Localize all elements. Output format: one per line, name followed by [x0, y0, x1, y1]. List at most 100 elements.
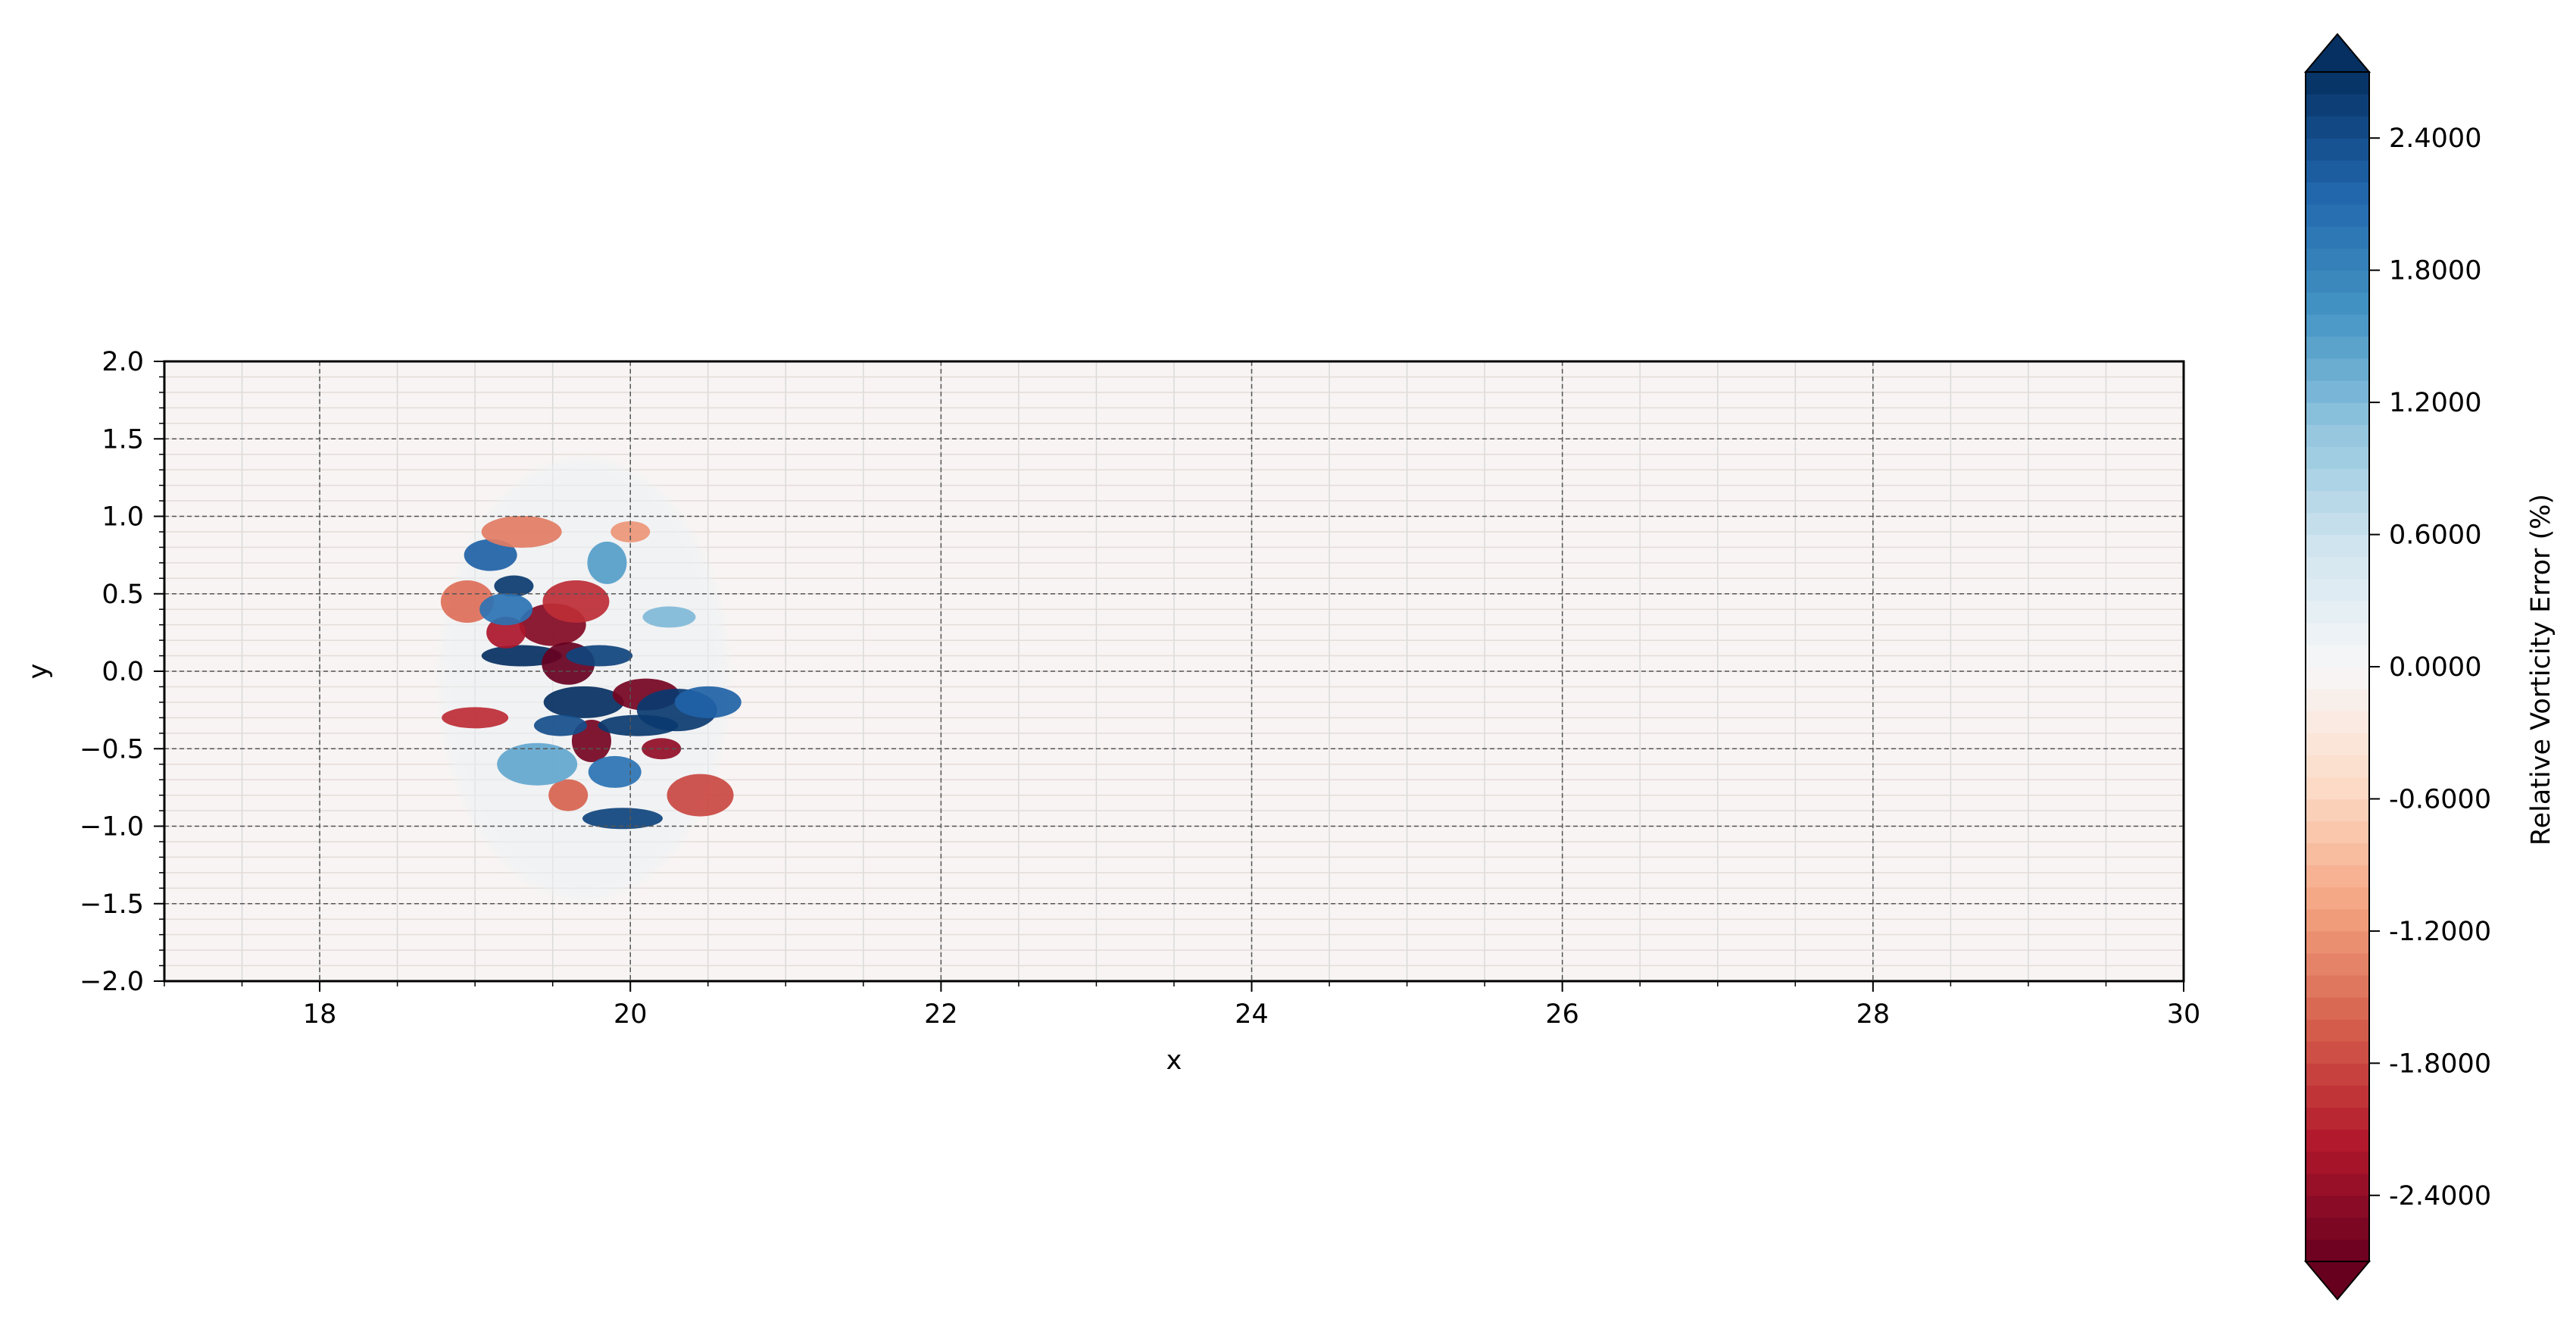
colorbar-ticks: 2.4000 1.8000 1.2000 0.6000 0.0000 -0.6000 -1.… [2369, 123, 2491, 1211]
colorbar-level [2306, 160, 2369, 183]
colorbar-level [2306, 468, 2369, 492]
y-tick-label: −1.0 [80, 812, 144, 842]
x-axis-label: x [1166, 1046, 1182, 1076]
colorbar-level [2306, 1151, 2369, 1174]
heatmap-cell [442, 707, 509, 729]
colorbar-level [2306, 424, 2369, 447]
colorbar-level [2306, 864, 2369, 888]
y-tick-label: −2.0 [80, 967, 144, 997]
colorbar-level [2306, 644, 2369, 667]
y-tick-label: 0.5 [101, 580, 144, 610]
heatmap-cell [533, 714, 587, 736]
x-tick-label: 24 [1235, 999, 1269, 1030]
y-tick-label: 1.0 [101, 502, 144, 533]
heatmap-patches [439, 459, 742, 899]
x-tick-label: 20 [614, 999, 648, 1030]
heatmap-cell [674, 686, 742, 718]
colorbar-level [2306, 336, 2369, 359]
colorbar-level [2306, 997, 2369, 1020]
colorbar-tick-label: -1.8000 [2389, 1049, 2491, 1079]
colorbar-extend-top [2303, 33, 2371, 73]
colorbar-level [2306, 534, 2369, 558]
colorbar-level [2306, 512, 2369, 536]
heatmap-cell [582, 808, 663, 830]
colorbar-tick-label: 2.4000 [2389, 123, 2481, 154]
colorbar-level [2306, 886, 2369, 910]
y-tick-label: 2.0 [101, 347, 144, 377]
colorbar-level [2306, 755, 2369, 777]
colorbar-level [2306, 116, 2369, 139]
colorbar-level [2306, 380, 2369, 403]
colorbar-tick-label: 1.8000 [2389, 256, 2481, 286]
x-tick-label: 22 [924, 999, 958, 1030]
colorbar-level [2306, 1041, 2369, 1064]
colorbar-level [2306, 1063, 2369, 1086]
colorbar-level [2306, 248, 2369, 271]
x-axis: 18 20 22 24 26 28 30 [164, 981, 2200, 1030]
colorbar-level [2306, 975, 2369, 998]
heatmap-cell [588, 755, 642, 788]
colorbar-level [2306, 270, 2369, 293]
colorbar-level [2306, 1019, 2369, 1042]
heatmap-cell [566, 645, 633, 667]
colorbar-tick-label: -2.4000 [2389, 1181, 2491, 1211]
x-tick-label: 30 [2167, 999, 2201, 1030]
heatmap-cell [587, 541, 627, 584]
colorbar-level [2306, 821, 2369, 844]
y-tick-label: −0.5 [80, 734, 144, 764]
y-axis-label: y [23, 664, 54, 680]
heatmap-cell [486, 616, 526, 649]
heatmap-cell [548, 779, 589, 811]
colorbar-tick-label: -0.6000 [2389, 784, 2491, 814]
colorbar-level [2306, 600, 2369, 624]
y-axis: −2.0 −1.5 −1.0 −0.5 0.0 0.5 1.0 1.5 2.0 [80, 347, 164, 997]
heatmap-cell [543, 686, 624, 718]
colorbar-tick-label: 0.0000 [2389, 652, 2481, 683]
x-tick-label: 26 [1545, 999, 1579, 1030]
colorbar-level [2306, 622, 2369, 645]
colorbar-level [2306, 204, 2369, 227]
y-tick-label: 1.5 [101, 424, 144, 455]
y-tick-label: −1.5 [80, 889, 144, 920]
colorbar-tick-label: 0.6000 [2389, 520, 2481, 551]
colorbar-level [2306, 578, 2369, 602]
colorbar-level [2306, 490, 2369, 514]
colorbar-level [2306, 358, 2369, 381]
x-tick-label: 28 [1856, 999, 1891, 1030]
heatmap-cell [494, 575, 534, 597]
colorbar-level [2306, 777, 2369, 800]
colorbar-tick-label: 1.2000 [2389, 388, 2481, 418]
colorbar-level [2306, 711, 2369, 733]
colorbar-level [2306, 689, 2369, 711]
y-tick-label: 0.0 [101, 657, 144, 687]
colorbar-level [2306, 94, 2369, 117]
heatmap-cell [542, 580, 610, 623]
colorbar-level [2306, 799, 2369, 822]
colorbar-level [2306, 226, 2369, 249]
colorbar-level [2306, 667, 2369, 689]
colorbar-level [2306, 182, 2369, 205]
colorbar-tick-label: -1.2000 [2389, 917, 2491, 947]
heatmap-cell [497, 742, 578, 786]
colorbar-level [2306, 930, 2369, 954]
colorbar-level [2306, 952, 2369, 976]
major-grid [164, 361, 2184, 981]
plot-area [163, 360, 2185, 983]
heatmap-cell [598, 714, 679, 736]
heatmap-cell [464, 539, 517, 571]
colorbar-level [2306, 1195, 2369, 1218]
colorbar-level [2306, 402, 2369, 425]
colorbar [2303, 33, 2371, 1301]
colorbar-extend-bottom [2303, 1261, 2371, 1301]
colorbar-level [2306, 908, 2369, 932]
colorbar-label: Relative Vorticity Error (%) [2526, 494, 2556, 846]
colorbar-level [2306, 314, 2369, 337]
colorbar-level [2306, 733, 2369, 755]
heatmap-cell [642, 738, 682, 760]
colorbar-level [2306, 292, 2369, 315]
heatmap-cell [642, 606, 696, 628]
colorbar-level [2306, 1217, 2369, 1240]
colorbar-level [2306, 72, 2369, 95]
colorbar-level [2306, 842, 2369, 866]
